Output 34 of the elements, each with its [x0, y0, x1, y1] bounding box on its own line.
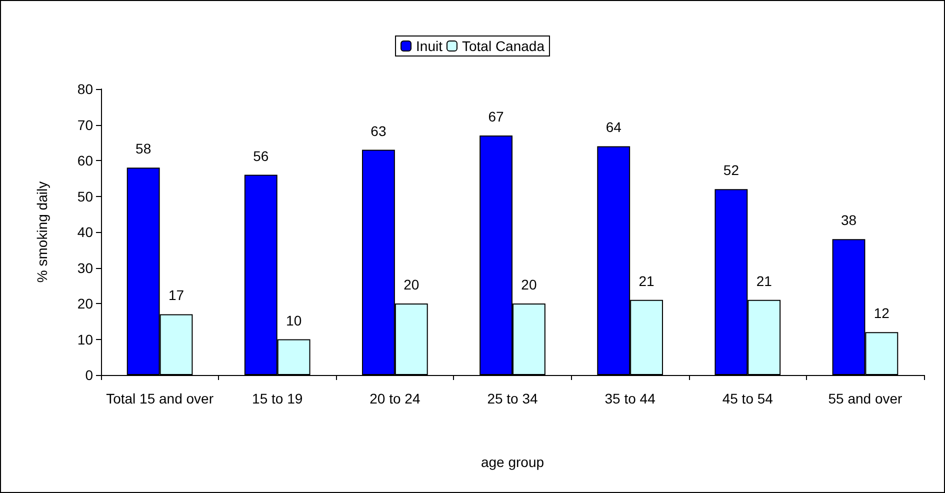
y-tick-label: 20	[77, 296, 94, 312]
data-label: 20	[404, 276, 420, 292]
data-label: 67	[488, 108, 504, 124]
legend-label: Inuit	[416, 38, 443, 54]
y-tick-label: 30	[77, 260, 94, 276]
legend-label: Total Canada	[462, 38, 545, 54]
data-label: 52	[723, 162, 740, 178]
x-axis-title: age group	[480, 454, 544, 470]
data-label: 21	[756, 272, 772, 289]
x-tick-label: 15 to 19	[252, 390, 303, 406]
data-label: 56	[253, 148, 269, 164]
y-tick-label: 50	[77, 188, 94, 204]
x-tick-label: 55 and over	[828, 390, 903, 406]
data-label: 38	[840, 212, 857, 228]
data-label: 12	[874, 305, 890, 322]
x-tick-label: Total 15 and over	[106, 390, 214, 406]
x-tick-label: 45 to 54	[722, 390, 774, 406]
data-label: 20	[521, 276, 537, 292]
y-tick-label: 60	[77, 152, 94, 168]
y-tick-label: 80	[77, 81, 94, 97]
y-tick-label: 40	[77, 224, 94, 240]
x-tick-label: 25 to 34	[487, 390, 538, 406]
data-label: 10	[286, 312, 302, 328]
x-tick-label: 20 to 24	[370, 390, 420, 406]
data-label: 17	[168, 287, 184, 304]
data-label: 58	[136, 140, 152, 157]
y-tick-label: 70	[77, 116, 94, 133]
y-tick-label: 10	[77, 331, 94, 348]
data-label: 64	[606, 119, 622, 136]
data-label: 21	[638, 272, 655, 289]
x-tick-label: 35 to 44	[604, 390, 656, 406]
y-tick-label: 0	[85, 367, 94, 383]
data-label: 63	[370, 122, 386, 139]
y-axis-title: % smoking daily	[34, 181, 50, 283]
